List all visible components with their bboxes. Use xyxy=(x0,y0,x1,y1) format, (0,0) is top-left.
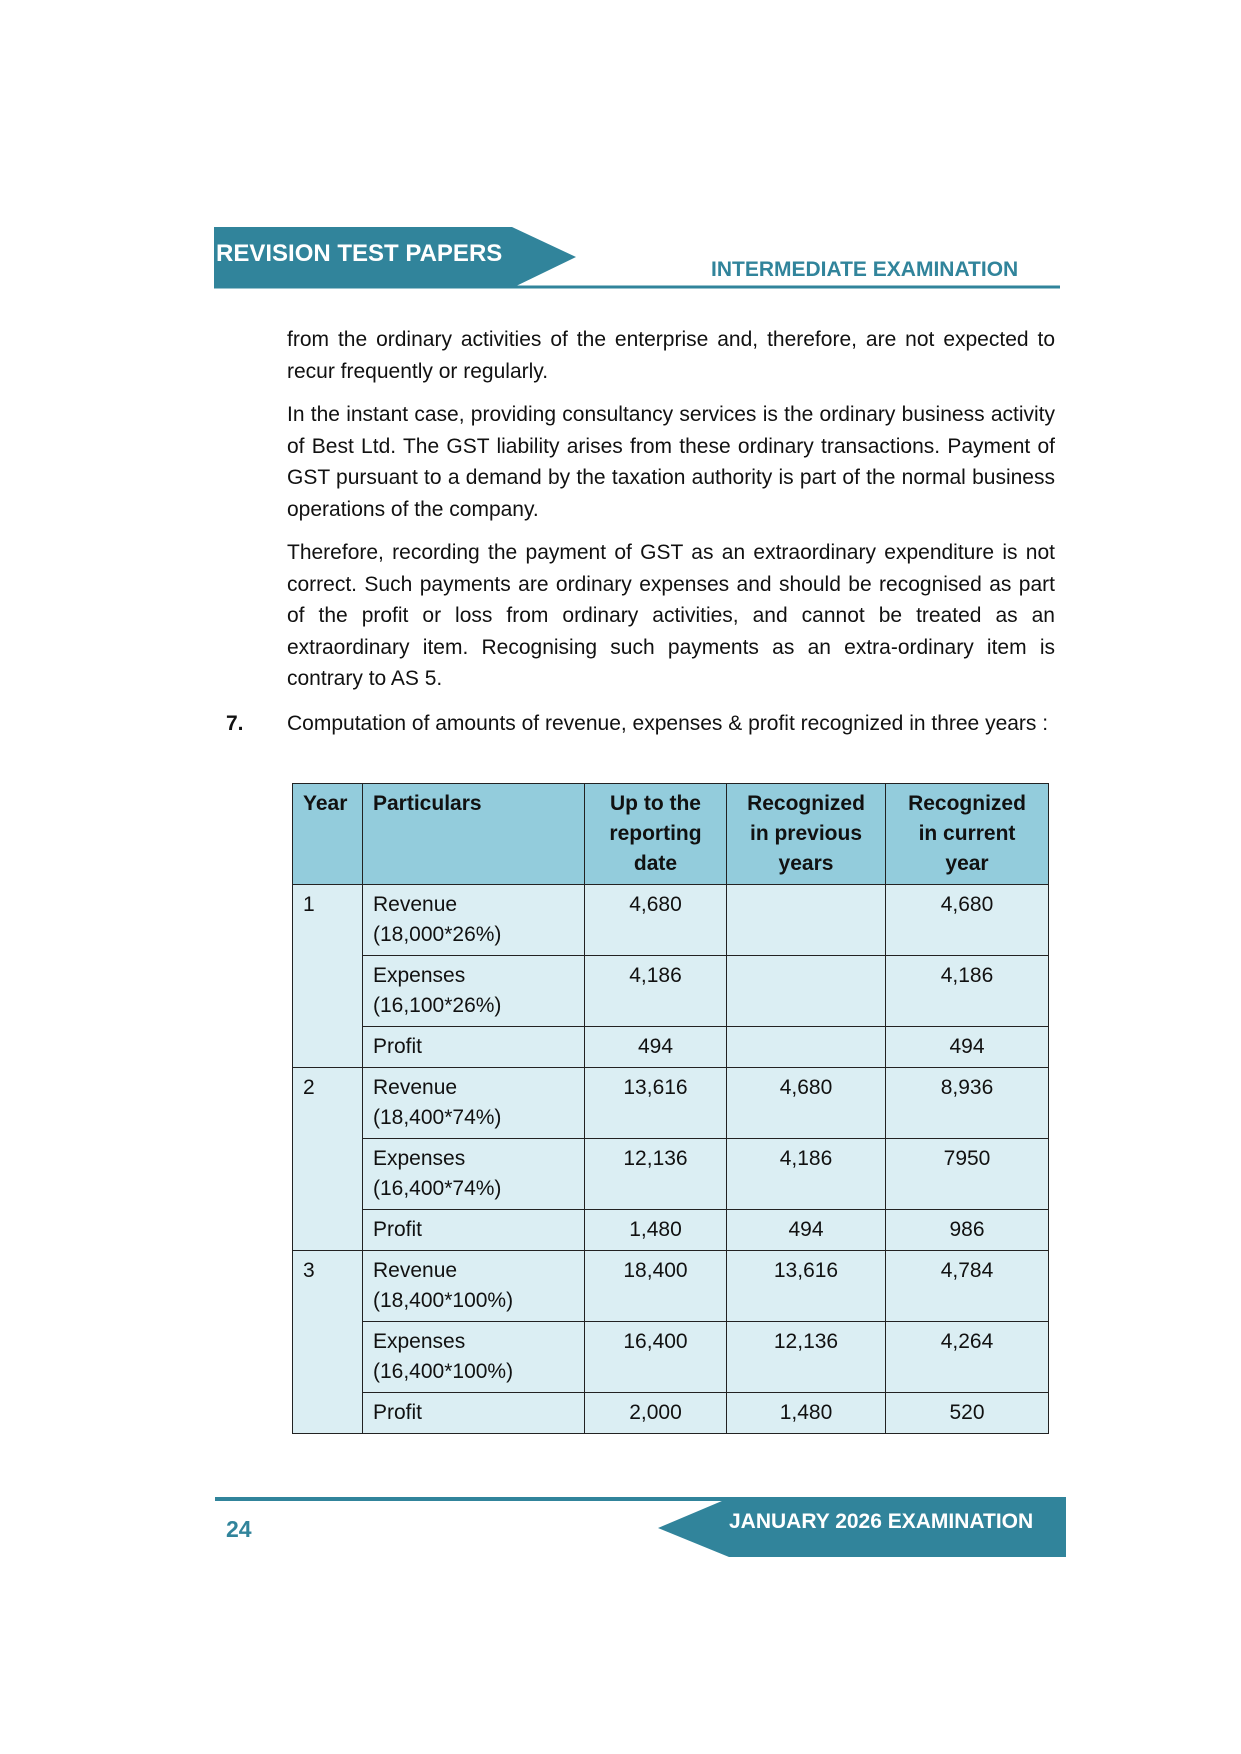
year-cell: 1 xyxy=(292,884,363,1068)
header-right: INTERMEDIATE EXAMINATION xyxy=(711,258,1019,281)
empty-cell xyxy=(726,1026,886,1068)
amount-cell: 16,400 xyxy=(584,1321,727,1393)
header-cell: Recognized in previous years xyxy=(726,783,886,885)
particulars-line: (18,400*100%) xyxy=(373,1289,514,1312)
item-number: 7. xyxy=(226,712,244,735)
amount-cell: 4,680 xyxy=(726,1067,886,1139)
particulars-line: (16,400*74%) xyxy=(373,1177,502,1200)
particulars-line: (18,400*74%) xyxy=(373,1106,502,1129)
table-row: Expenses (16,400*100%) 16,400 12,136 4,264 xyxy=(293,1321,1049,1393)
paragraph: In the instant case, providing consultan… xyxy=(287,403,1055,521)
amount-cell: 1,480 xyxy=(726,1392,886,1434)
particulars-line: Expenses xyxy=(373,1147,466,1170)
amount-cell: 494 xyxy=(885,1026,1049,1068)
particulars-cell: Revenue (18,400*100%) xyxy=(362,1250,585,1322)
amount-cell: 4,186 xyxy=(885,955,1049,1027)
amount-cell: 7950 xyxy=(885,1138,1049,1210)
header-left: REVISION TEST PAPERS xyxy=(216,240,503,267)
header-banner xyxy=(214,227,576,288)
particulars-cell: Revenue (18,400*74%) xyxy=(362,1067,585,1139)
amount-cell: 494 xyxy=(584,1026,727,1068)
empty-cell xyxy=(726,955,886,1027)
body-text: from the ordinary activities of the ente… xyxy=(287,324,1055,707)
table-row: Expenses (16,400*74%) 12,136 4,186 7950 xyxy=(293,1138,1049,1210)
amount-cell: 18,400 xyxy=(584,1250,727,1322)
header-cell: Particulars xyxy=(362,783,585,885)
amount-cell: 986 xyxy=(885,1209,1049,1251)
header-cell: Recognized in current year xyxy=(885,783,1049,885)
particulars-line: Revenue xyxy=(373,893,458,916)
header-cell: Up to the reporting date xyxy=(584,783,727,885)
amount-cell: 8,936 xyxy=(885,1067,1049,1139)
table-row: 3 Revenue (18,400*100%) 18,400 13,616 4,784 xyxy=(292,1250,1049,1434)
amount-cell: 12,136 xyxy=(726,1321,886,1393)
particulars-cell: Profit xyxy=(362,1392,585,1434)
page-number: 24 xyxy=(226,1516,252,1542)
particulars-cell: Revenue (18,000*26%) xyxy=(362,884,585,956)
particulars-cell: Expenses (16,400*100%) xyxy=(362,1321,585,1393)
particulars-line: Revenue xyxy=(373,1076,458,1099)
table-row: Profit 494 494 xyxy=(293,1026,1049,1068)
amount-cell: 4,680 xyxy=(885,884,1049,956)
item-text: Computation of amounts of revenue, expen… xyxy=(287,712,1049,735)
particulars-line: Profit xyxy=(373,1035,423,1058)
particulars-line: Profit xyxy=(373,1218,423,1241)
amount-cell: 4,680 xyxy=(584,884,727,956)
paragraph: Therefore, recording the payment of GST … xyxy=(287,541,1055,690)
header-cell: Year xyxy=(292,783,363,885)
paragraph: from the ordinary activities of the ente… xyxy=(287,328,1055,383)
table-row: Expenses (16,100*26%) 4,186 4,186 xyxy=(293,955,1049,1027)
particulars-cell: Expenses (16,100*26%) xyxy=(362,955,585,1027)
amount-cell: 13,616 xyxy=(584,1067,727,1139)
particulars-line: (18,000*26%) xyxy=(373,923,502,946)
year-cell: 3 xyxy=(292,1250,363,1434)
amount-cell: 1,480 xyxy=(584,1209,727,1251)
header-row: Year Particulars Up to the reporting date R… xyxy=(292,783,1049,885)
table-row: 1 Revenue (18,000*26%) 4,680 4,680 xyxy=(292,884,1049,1068)
particulars-line: Profit xyxy=(373,1401,423,1424)
particulars-cell: Expenses (16,400*74%) xyxy=(362,1138,585,1210)
year-cell: 2 xyxy=(292,1067,363,1251)
empty-cell xyxy=(726,884,886,956)
particulars-line: Expenses xyxy=(373,1330,466,1353)
particulars-line: Revenue xyxy=(373,1259,458,1282)
table: Year Particulars Up to the reporting date R… xyxy=(292,783,1049,1434)
table-row: Profit 2,000 1,480 520 xyxy=(293,1392,1049,1434)
amount-cell: 520 xyxy=(885,1392,1049,1434)
amount-cell: 4,264 xyxy=(885,1321,1049,1393)
particulars-line: (16,400*100%) xyxy=(373,1360,514,1383)
particulars-line: Expenses xyxy=(373,964,466,987)
amount-cell: 2,000 xyxy=(584,1392,727,1434)
footer-right: JANUARY 2026 EXAMINATION xyxy=(729,1510,1034,1533)
table-row: Profit 1,480 494 986 xyxy=(293,1209,1049,1251)
particulars-cell: Profit xyxy=(362,1026,585,1068)
particulars-line: (16,100*26%) xyxy=(373,994,502,1017)
particulars-cell: Profit xyxy=(362,1209,585,1251)
amount-cell: 12,136 xyxy=(584,1138,727,1210)
footer-banner xyxy=(658,1498,1066,1557)
amount-cell: 13,616 xyxy=(726,1250,886,1322)
amount-cell: 4,186 xyxy=(726,1138,886,1210)
table-row: 2 Revenue (18,400*74%) 13,616 4,680 8,936 xyxy=(292,1067,1049,1251)
amount-cell: 4,784 xyxy=(885,1250,1049,1322)
amount-cell: 4,186 xyxy=(584,955,727,1027)
amount-cell: 494 xyxy=(726,1209,886,1251)
